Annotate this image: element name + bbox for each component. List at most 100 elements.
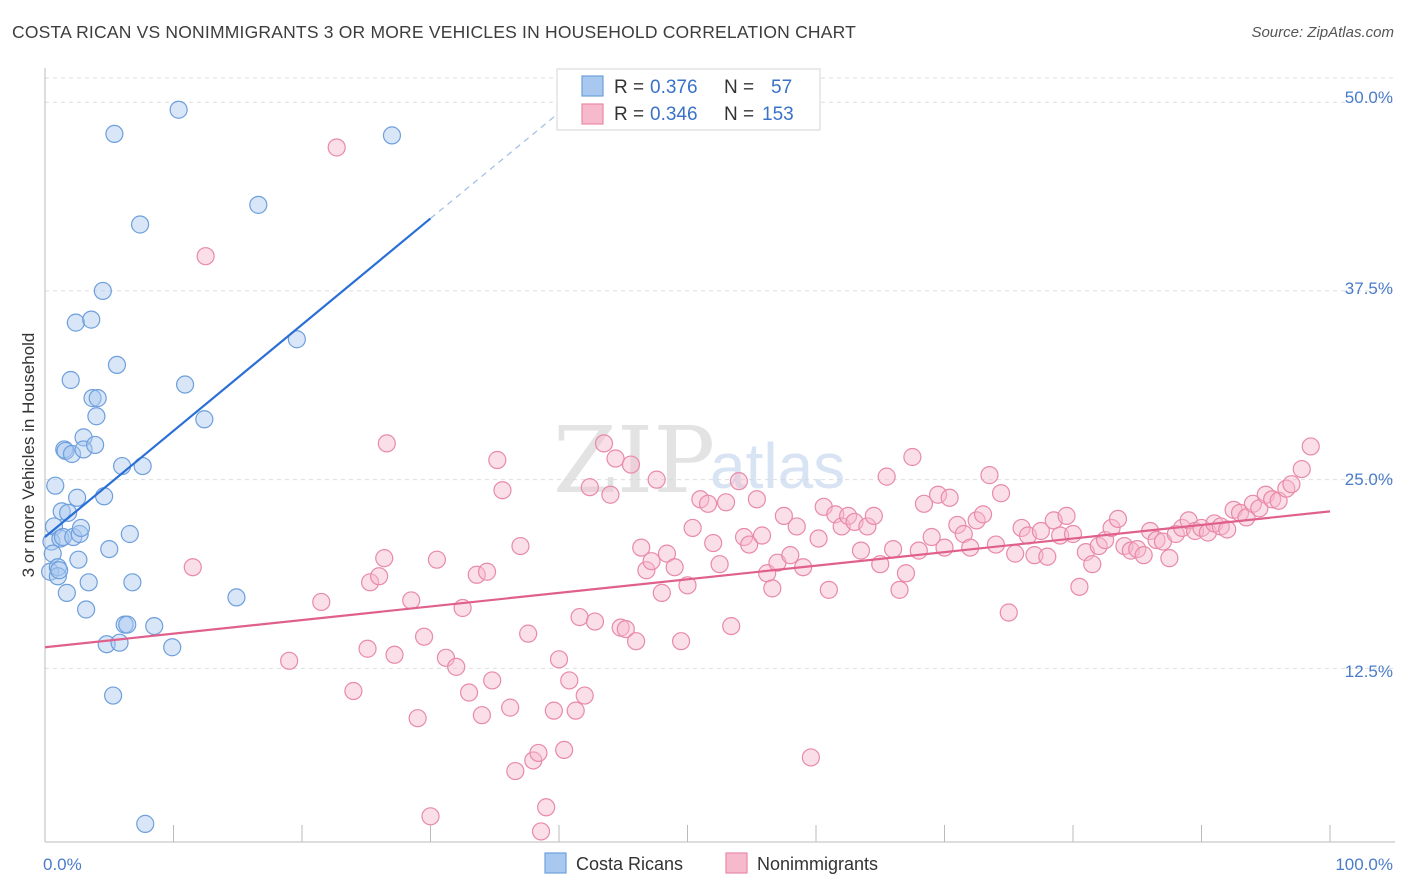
data-point <box>227 588 246 607</box>
data-point <box>1057 506 1076 525</box>
data-point <box>145 616 164 636</box>
data-point <box>1160 549 1179 568</box>
data-point <box>280 651 299 670</box>
data-point <box>678 576 697 595</box>
data-point <box>370 567 389 586</box>
data-point <box>361 573 380 592</box>
data-point <box>903 447 922 467</box>
data-point <box>774 506 793 525</box>
axes-layer <box>44 68 1395 843</box>
data-point <box>501 698 520 717</box>
data-point <box>566 701 585 720</box>
data-point <box>560 671 579 690</box>
data-point <box>59 503 78 522</box>
data-point <box>1147 530 1166 550</box>
data-point <box>130 215 150 234</box>
data-point <box>637 561 656 580</box>
bottom-legend-nonimmigrants: Nonimmigrants <box>757 854 878 874</box>
data-point <box>601 485 620 504</box>
data-point <box>986 535 1006 554</box>
data-point <box>1134 546 1153 565</box>
data-point <box>70 524 89 544</box>
data-point <box>83 389 102 408</box>
data-point <box>652 583 671 602</box>
data-point <box>531 822 551 841</box>
data-point <box>447 657 466 676</box>
data-point <box>86 435 105 455</box>
data-point <box>48 567 67 586</box>
legend-n-value: 57 <box>771 77 792 98</box>
data-point <box>163 638 182 657</box>
data-point <box>506 761 525 781</box>
legend-r-value: 0.346 <box>650 104 698 125</box>
legend-box: R = 0.376 N = 57 R = 0.346 N = 153 <box>556 68 821 131</box>
data-point <box>928 485 948 504</box>
data-point <box>1070 577 1089 596</box>
data-point <box>890 580 909 599</box>
chart-source: Source: ZipAtlas.com <box>1251 24 1394 41</box>
legend-r-label: R = <box>614 77 644 98</box>
data-point <box>961 538 980 557</box>
data-point <box>537 798 556 817</box>
data-point <box>763 579 782 598</box>
data-point <box>183 558 202 577</box>
data-point <box>105 124 124 144</box>
data-point <box>819 580 838 599</box>
legend-swatch-blue <box>581 75 604 97</box>
data-point <box>402 591 421 610</box>
data-point <box>858 517 877 536</box>
data-point <box>781 546 800 565</box>
data-point <box>175 375 195 394</box>
data-point <box>414 627 434 646</box>
data-point <box>52 502 71 521</box>
data-point <box>973 505 993 524</box>
data-point <box>88 389 107 408</box>
data-point <box>896 564 916 583</box>
data-point <box>472 706 491 725</box>
data-point <box>358 639 377 658</box>
data-point <box>385 645 404 664</box>
data-point <box>488 450 507 470</box>
data-point <box>123 573 142 592</box>
data-point <box>606 449 625 468</box>
trend-layer <box>44 112 1331 649</box>
data-point <box>1031 521 1050 541</box>
data-point <box>683 518 702 538</box>
data-point <box>1263 490 1282 509</box>
data-point <box>71 518 91 538</box>
data-point <box>195 410 214 429</box>
data-point <box>647 470 666 489</box>
data-point <box>69 550 88 569</box>
data-point <box>104 686 123 705</box>
data-point <box>110 633 129 652</box>
data-point <box>716 493 736 512</box>
legend-swatch-pink <box>581 103 604 125</box>
data-point <box>287 330 306 349</box>
bottom-legend-costa-ricans: Costa Ricans <box>576 854 683 874</box>
data-point <box>169 100 188 119</box>
data-point <box>519 624 538 643</box>
trendline-costa-ricans <box>44 217 432 538</box>
data-point <box>483 671 502 690</box>
data-point <box>100 539 119 559</box>
data-point <box>95 487 114 506</box>
data-point <box>1012 518 1031 538</box>
data-point <box>344 681 363 701</box>
watermark-zip: ZIP <box>553 407 715 514</box>
data-point <box>511 536 530 556</box>
bottom-legend-swatch-blue <box>544 852 567 874</box>
data-point <box>427 550 447 569</box>
data-point <box>421 807 440 826</box>
trendline-costa-ricans-extension <box>430 112 560 219</box>
data-point <box>809 529 828 548</box>
data-point <box>77 600 96 619</box>
data-point <box>787 517 806 536</box>
y-tick-label: 25.0% <box>1345 470 1393 489</box>
data-point <box>1218 520 1237 539</box>
data-point <box>570 607 589 627</box>
data-point <box>704 533 723 553</box>
data-point <box>57 583 76 602</box>
data-point <box>801 748 820 767</box>
trendline-nonimmigrants <box>44 510 1331 649</box>
data-point <box>980 466 999 485</box>
